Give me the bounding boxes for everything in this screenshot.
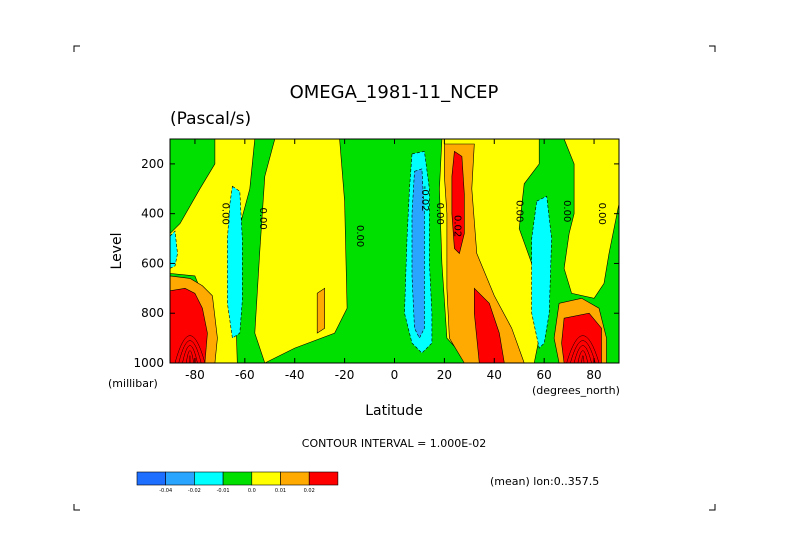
y-axis-label: Level bbox=[109, 233, 125, 270]
colorbar-swatch-2 bbox=[194, 471, 224, 486]
contour-region-12 bbox=[561, 312, 602, 364]
x-tick-label-0: -80 bbox=[185, 368, 205, 382]
dense-contour-1-0 bbox=[566, 335, 600, 364]
corner-marks bbox=[73, 45, 716, 511]
x-tick-label-4: 0 bbox=[391, 368, 399, 382]
colorbar-swatch-0 bbox=[136, 471, 167, 486]
y-tick-label-4: 1000 bbox=[133, 356, 164, 370]
colorbar-label-4: 0.01 bbox=[275, 488, 286, 494]
y-tick-label-0: 200 bbox=[141, 157, 164, 171]
x-axis-label: Latitude bbox=[365, 403, 423, 419]
x-tick-label-3: -20 bbox=[335, 368, 355, 382]
contour-label-3: -0.02 bbox=[419, 186, 430, 212]
x-tick-label-8: 80 bbox=[586, 368, 601, 382]
colorbar: -0.04 -0.02 -0.01 0.0 0.01 0.02 bbox=[136, 471, 339, 494]
dense-contour-0-3 bbox=[185, 350, 194, 364]
contour-region-17 bbox=[169, 230, 178, 269]
x-axis: -80 -60 -40 -20 0 20 40 60 80 bbox=[185, 139, 602, 382]
colorbar-label-0: -0.04 bbox=[159, 488, 172, 494]
contour-region-14 bbox=[411, 168, 425, 339]
contour-label-6: 0.00 bbox=[514, 200, 525, 222]
colorbar-label-2: -0.01 bbox=[217, 488, 230, 494]
dense-contour-1-3 bbox=[577, 350, 589, 364]
dense-contour-1-2 bbox=[573, 345, 592, 364]
chart-title: OMEGA_1981-11_NCEP bbox=[290, 82, 499, 103]
x-tick-label-7: 60 bbox=[537, 368, 552, 382]
colorbar-label-3: 0.0 bbox=[248, 488, 256, 494]
contour-label-7: 0.00 bbox=[561, 200, 572, 222]
contour-region-16 bbox=[531, 195, 552, 349]
y-tick-label-2: 600 bbox=[141, 256, 164, 270]
y-tick-label-3: 800 bbox=[141, 306, 164, 320]
contour-label-8: 0.00 bbox=[596, 203, 607, 225]
contour-labels: 0.00 0.00 0.00 -0.02 0.00 0.02 0.00 0.00 0.00 bbox=[219, 186, 607, 247]
contour-region-9 bbox=[451, 150, 465, 255]
x-tick-label-6: 40 bbox=[487, 368, 502, 382]
dense-contour-0-0 bbox=[174, 335, 206, 364]
colorbar-label-5: 0.02 bbox=[304, 488, 315, 494]
y-axis-units: (millibar) bbox=[108, 377, 158, 390]
contour-label-1: 0.00 bbox=[257, 207, 268, 229]
contour-label-5: 0.02 bbox=[451, 215, 462, 237]
colorbar-swatch-6 bbox=[308, 471, 339, 486]
chart-subtitle: (Pascal/s) bbox=[170, 109, 251, 129]
dense-contour-0-2 bbox=[182, 345, 198, 364]
contour-label-0: 0.00 bbox=[219, 203, 230, 225]
contour-label-4: 0.00 bbox=[434, 203, 445, 225]
y-tick-label-1: 400 bbox=[141, 207, 164, 221]
x-axis-units: (degrees_north) bbox=[532, 384, 620, 397]
colorbar-swatch-5 bbox=[280, 471, 310, 486]
x-tick-label-5: 20 bbox=[437, 368, 452, 382]
dense-contour-1-4 bbox=[581, 355, 585, 364]
mean-text: (mean) lon:0..357.5 bbox=[490, 475, 599, 488]
x-tick-label-2: -40 bbox=[285, 368, 305, 382]
x-tick-label-1: -60 bbox=[235, 368, 255, 382]
colorbar-swatch-1 bbox=[165, 471, 195, 486]
y-axis: 200 400 600 800 1000 bbox=[133, 157, 619, 370]
contour-label-2: 0.00 bbox=[354, 225, 365, 247]
contour-region-2 bbox=[254, 138, 348, 364]
contour-region-7 bbox=[316, 287, 326, 334]
colorbar-label-1: -0.02 bbox=[188, 488, 201, 494]
colorbar-swatch-3 bbox=[222, 471, 253, 486]
colorbar-swatch-4 bbox=[251, 471, 281, 486]
filled-contours bbox=[169, 138, 620, 364]
contour-interval-text: CONTOUR INTERVAL = 1.000E-02 bbox=[302, 437, 486, 450]
contour-region-15 bbox=[227, 185, 243, 339]
